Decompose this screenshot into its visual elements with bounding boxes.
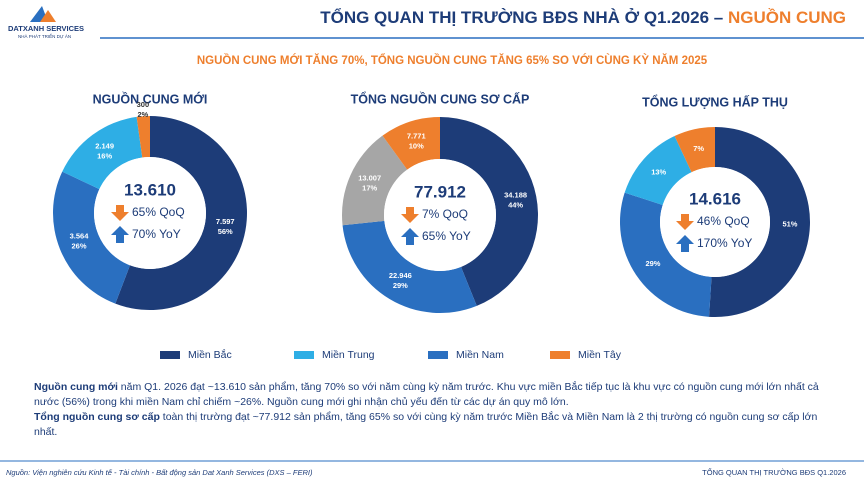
yoy: 170% YoY bbox=[697, 236, 752, 250]
percent-label: 29% bbox=[393, 281, 408, 290]
lead: Tổng nguồn cung sơ cấp bbox=[34, 411, 160, 423]
footer-right: TỔNG QUAN THỊ TRƯỜNG BĐS Q1.2026 bbox=[702, 468, 846, 477]
legend-swatch bbox=[160, 351, 180, 359]
slice bbox=[709, 127, 811, 317]
down-arrow bbox=[401, 207, 419, 223]
title-main: TỔNG QUAN THỊ TRƯỜNG BĐS NHÀ Ở Q1.2026 – bbox=[320, 8, 728, 27]
slice bbox=[674, 127, 715, 173]
legend-label: Miền Trung bbox=[322, 349, 375, 361]
total: 77.912 bbox=[414, 182, 466, 201]
total: 14.616 bbox=[689, 189, 741, 208]
value-label: 7.771 bbox=[407, 132, 426, 141]
value-label: 7% bbox=[693, 144, 704, 153]
legend-label: Miền Tây bbox=[578, 349, 622, 361]
up-arrow bbox=[111, 226, 129, 243]
legend-swatch bbox=[550, 351, 570, 359]
slice bbox=[382, 117, 440, 170]
chart-title: TỔNG NGUỒN CUNG SƠ CẤP bbox=[351, 91, 530, 106]
down-arrow bbox=[676, 214, 694, 230]
down-arrow bbox=[111, 205, 129, 221]
value-label: 3.564 bbox=[70, 232, 90, 241]
paragraph: Nguồn cung mới năm Q1. 2026 đạt ~13.610 … bbox=[34, 380, 834, 410]
value-label: 13.007 bbox=[358, 174, 381, 183]
logo: DATXANH SERVICES NHÀ PHÁT TRIỂN DỰ ÁN bbox=[8, 6, 84, 39]
value-label: 2.149 bbox=[95, 141, 114, 150]
value-label: 29% bbox=[645, 259, 660, 268]
percent-label: 10% bbox=[409, 142, 424, 151]
yoy: 70% YoY bbox=[132, 227, 181, 241]
subtitle: NGUỒN CUNG MỚI TĂNG 70%, TỔNG NGUỒN CUNG… bbox=[197, 54, 708, 67]
qoq: 7% QoQ bbox=[422, 207, 468, 221]
lead: Nguồn cung mới bbox=[34, 381, 118, 393]
footer-source: Nguồn: Viện nghiên cứu Kinh tế - Tài chí… bbox=[6, 468, 313, 477]
percent-label: 2% bbox=[137, 110, 148, 119]
qoq: 65% QoQ bbox=[132, 205, 185, 219]
slice bbox=[342, 135, 408, 226]
yoy: 65% YoY bbox=[422, 229, 471, 243]
legend-swatch bbox=[428, 351, 448, 359]
percent-label: 26% bbox=[72, 242, 87, 251]
qoq: 46% QoQ bbox=[697, 214, 750, 228]
legend-label: Miền Nam bbox=[456, 349, 504, 361]
slide-title: TỔNG QUAN THỊ TRƯỜNG BĐS NHÀ Ở Q1.2026 –… bbox=[320, 8, 846, 27]
title-highlight: NGUỒN CUNG bbox=[728, 8, 846, 27]
logo-tagline: NHÀ PHÁT TRIỂN DỰ ÁN bbox=[18, 33, 71, 39]
total: 13.610 bbox=[124, 180, 176, 199]
slice bbox=[342, 220, 477, 313]
legend-swatch bbox=[294, 351, 314, 359]
slice bbox=[62, 116, 143, 190]
slice bbox=[136, 116, 150, 158]
up-arrow bbox=[401, 228, 419, 245]
percent-label: 17% bbox=[362, 184, 377, 193]
value-label: 300 bbox=[137, 100, 150, 109]
value-label: 13% bbox=[651, 167, 666, 176]
legend-label: Miền Bắc bbox=[188, 348, 232, 361]
percent-label: 56% bbox=[218, 227, 233, 236]
text: toàn thị trường đạt ~77.912 sản phẩm, tă… bbox=[34, 411, 818, 438]
chart-title: TỔNG LƯỢNG HẤP THỤ bbox=[642, 94, 788, 109]
logo-name: DATXANH SERVICES bbox=[8, 24, 84, 33]
body-text: Nguồn cung mới năm Q1. 2026 đạt ~13.610 … bbox=[34, 380, 834, 440]
text: năm Q1. 2026 đạt ~13.610 sản phẩm, tăng … bbox=[34, 381, 819, 408]
slice bbox=[624, 136, 692, 206]
percent-label: 16% bbox=[97, 151, 112, 160]
slice bbox=[620, 192, 712, 317]
percent-label: 44% bbox=[508, 200, 523, 209]
slice bbox=[115, 116, 248, 310]
slice bbox=[440, 117, 538, 306]
value-label: 51% bbox=[782, 219, 797, 228]
chart-title: NGUỒN CUNG MỚI bbox=[93, 91, 208, 106]
paragraph: Tổng nguồn cung sơ cấp toàn thị trường đ… bbox=[34, 410, 834, 440]
value-label: 22.946 bbox=[389, 271, 412, 280]
up-arrow bbox=[676, 235, 694, 252]
slice bbox=[53, 171, 130, 304]
value-label: 7.597 bbox=[216, 217, 235, 226]
value-label: 34.188 bbox=[504, 190, 527, 199]
